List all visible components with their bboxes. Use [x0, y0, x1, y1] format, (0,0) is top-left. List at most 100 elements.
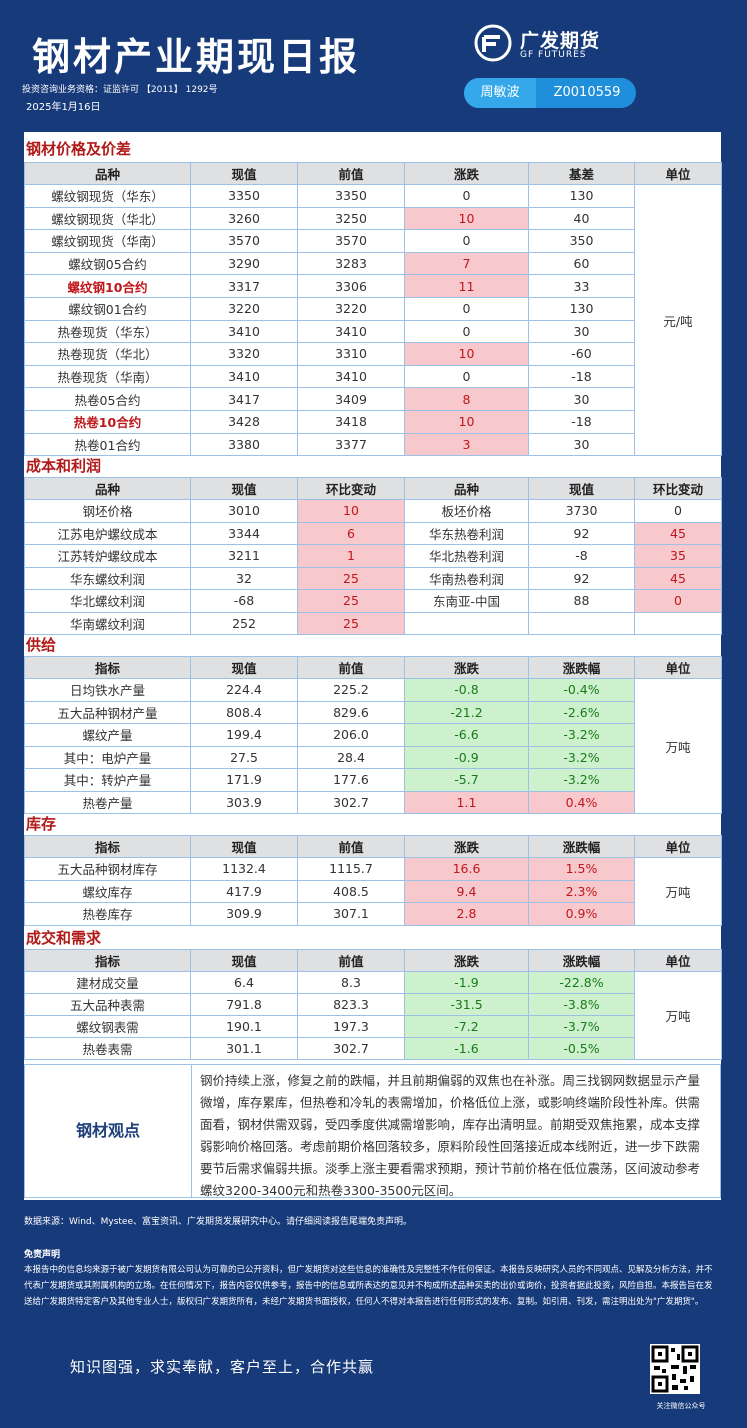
change-value: 0	[404, 364, 529, 389]
row-label: 华南螺纹利润	[24, 611, 191, 635]
change-pct: -3.7%	[528, 1015, 635, 1038]
current-value: 3730	[528, 499, 635, 523]
col-header: 前值	[297, 656, 405, 679]
current-value: 3290	[190, 251, 298, 276]
price-table: 品种 现值 前值 涨跌 基差 单位 螺纹钢现货（华东） 3350 3350 0 130 …	[24, 162, 722, 457]
change-pct: -2.6%	[528, 700, 635, 724]
col-header: 涨跌	[404, 656, 529, 679]
change-value: 25	[297, 611, 405, 635]
current-value: 3220	[190, 296, 298, 321]
table-row: 热卷产量 303.9 302.7 1.1 0.4%	[24, 790, 722, 814]
table-row: 热卷01合约 3380 3377 3 30	[24, 432, 722, 457]
row-label: 螺纹钢表需	[24, 1015, 191, 1038]
change-value: 45	[634, 521, 722, 545]
previous-value: 8.3	[297, 971, 405, 994]
change-pct: 2.3%	[528, 879, 635, 903]
change-value: -5.7	[404, 768, 529, 792]
unit-cell: 万吨	[634, 857, 722, 926]
basis-value: -18	[528, 364, 635, 389]
col-header: 品种	[24, 162, 191, 185]
current-value: 3417	[190, 387, 298, 411]
change-value: -1.6	[404, 1037, 529, 1060]
current-value: 309.9	[190, 902, 298, 926]
change-value: 10	[297, 499, 405, 523]
company-slogan: 知识图强，求实奉献，客户至上，合作共赢	[70, 1358, 375, 1376]
current-value	[528, 611, 635, 635]
row-label: 日均铁水产量	[24, 678, 191, 702]
basis-value: 30	[528, 387, 635, 411]
change-value: -1.9	[404, 971, 529, 994]
table-row: 建材成交量 6.4 8.3 -1.9 -22.8% 万吨	[24, 971, 722, 1060]
change-value: 1	[297, 544, 405, 568]
market-view: 钢材观点 钢价持续上涨，修复之前的跌幅，并且前期偏弱的双焦也在补涨。周三找钢网数…	[24, 1064, 721, 1198]
table-row: 螺纹钢现货（华东） 3350 3350 0 130 元/吨	[24, 183, 722, 457]
change-value: 10	[404, 342, 529, 366]
unit-cell: 元/吨	[634, 183, 722, 457]
row-label: 东南亚-中国	[404, 589, 529, 613]
basis-value: 30	[528, 432, 635, 457]
change-value: 25	[297, 589, 405, 613]
current-value: 3428	[190, 409, 298, 434]
previous-value: 307.1	[297, 902, 405, 926]
logo-chinese: 广发期货	[520, 30, 601, 52]
row-label: 热卷库存	[24, 902, 191, 926]
row-label: 热卷产量	[24, 790, 191, 814]
change-value: 10	[404, 206, 529, 231]
current-value: 3380	[190, 432, 298, 457]
table-row: 螺纹钢现货（华南） 3570 3570 0 350	[24, 229, 722, 253]
row-label: 江苏电炉螺纹成本	[24, 521, 191, 545]
section-title-demand: 成交和需求	[26, 929, 102, 947]
col-header: 单位	[634, 162, 722, 185]
change-value: 10	[404, 409, 529, 434]
change-value: 35	[634, 544, 722, 568]
change-value: -31.5	[404, 993, 529, 1016]
analyst-name: 周敏波	[464, 78, 536, 108]
row-label: 热卷表需	[24, 1037, 191, 1060]
current-value: -68	[190, 589, 298, 613]
col-header: 现值	[190, 656, 298, 679]
current-value: 3350	[190, 184, 298, 208]
current-value: 3344	[190, 521, 298, 545]
col-header: 现值	[190, 162, 298, 185]
row-label: 五大品种钢材产量	[24, 700, 191, 724]
previous-value: 3410	[297, 364, 405, 389]
basis-value: 33	[528, 274, 635, 298]
row-label: 螺纹钢现货（华南）	[24, 229, 191, 253]
change-pct: -3.2%	[528, 768, 635, 792]
table-row: 螺纹钢表需 190.1 197.3 -7.2 -3.7%	[24, 1015, 722, 1038]
previous-value: 3418	[297, 409, 405, 434]
row-label: 螺纹钢01合约	[24, 296, 191, 321]
change-value: 7	[404, 251, 529, 276]
change-pct: -3.8%	[528, 993, 635, 1016]
change-value: -0.9	[404, 745, 529, 769]
inventory-table: 指标 现值 前值 涨跌 涨跌幅 单位 五大品种钢材库存 1132.4 1115.7 1…	[24, 835, 722, 926]
license-text: 投资咨询业务资格：证监许可 【2011】 1292号	[22, 85, 218, 95]
row-label: 华东螺纹利润	[24, 566, 191, 590]
qr-label: 关注微信公众号	[656, 1402, 706, 1410]
change-value: 8	[404, 387, 529, 411]
change-pct: -22.8%	[528, 971, 635, 994]
basis-value: 40	[528, 206, 635, 231]
supply-table: 指标 现值 前值 涨跌 涨跌幅 单位 日均铁水产量 224.4 225.2 -0.8-…	[24, 656, 722, 814]
previous-value: 225.2	[297, 678, 405, 702]
current-value: 224.4	[190, 678, 298, 702]
previous-value: 3350	[297, 184, 405, 208]
table-row: 热卷05合约 3417 3409 8 30	[24, 387, 722, 411]
row-label: 螺纹钢现货（华北）	[24, 206, 191, 231]
row-label: 板坯价格	[404, 499, 529, 523]
current-value: -8	[528, 544, 635, 568]
row-label: 五大品种表需	[24, 993, 191, 1016]
col-header: 环比变动	[634, 477, 722, 500]
cost-table: 品种 现值 环比变动 品种 现值 环比变动 钢坯价格 3010 10 板坯价格 3730…	[24, 477, 722, 635]
row-label: 华北热卷利润	[404, 544, 529, 568]
previous-value: 3409	[297, 387, 405, 411]
table-row: 五大品种表需 791.8 823.3 -31.5 -3.8%	[24, 993, 722, 1016]
change-pct: 1.5%	[528, 857, 635, 881]
current-value: 190.1	[190, 1015, 298, 1038]
col-header: 单位	[634, 656, 722, 679]
row-label: 其中：电炉产量	[24, 745, 191, 769]
change-value: 2.8	[404, 902, 529, 926]
col-header: 涨跌幅	[528, 835, 635, 858]
change-value: 0	[404, 184, 529, 208]
change-value: 0	[634, 499, 722, 523]
